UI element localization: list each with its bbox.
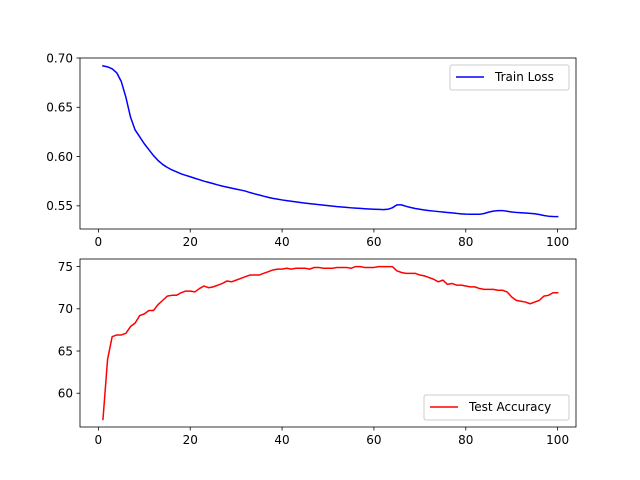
train-loss-axes-frame — [79, 57, 577, 230]
test-accuracy-ticks: 0 20 40 60 80 100 60 65 70 75 — [58, 260, 569, 447]
train-loss-axes: 0 20 40 60 80 100 0.55 0.60 0.65 0.70 Train Loss — [46, 51, 577, 249]
train-loss-y-tick-label: 0.65 — [46, 101, 73, 115]
train-loss-x-tick-label: 40 — [274, 235, 289, 249]
train-loss-x-tick-label: 100 — [546, 235, 569, 249]
test-accuracy-legend-label: Test Accuracy — [468, 400, 551, 414]
test-accuracy-legend: Test Accuracy — [423, 394, 570, 421]
train-loss-x-tick-label: 60 — [366, 235, 381, 249]
test-accuracy-series-line — [102, 265, 559, 421]
train-loss-y-tick-label: 0.70 — [46, 51, 73, 65]
train-loss-ticks: 0 20 40 60 80 100 0.55 0.60 0.65 0.70 — [46, 51, 569, 249]
test-accuracy-axes: 0 20 40 60 80 100 60 65 70 75 Test Accuracy — [58, 258, 577, 447]
test-accuracy-x-tick-label: 80 — [458, 433, 473, 447]
train-loss-x-tick-label: 80 — [458, 235, 473, 249]
train-loss-y-tick-label: 0.60 — [46, 150, 73, 164]
train-loss-legend: Train Loss — [449, 64, 570, 91]
test-accuracy-y-tick-label: 65 — [58, 344, 73, 358]
test-accuracy-plot-area — [102, 265, 559, 421]
train-loss-legend-box — [449, 64, 570, 91]
test-accuracy-x-tick-label: 0 — [95, 433, 103, 447]
train-loss-x-tick-label: 0 — [95, 235, 103, 249]
train-loss-legend-label: Train Loss — [494, 70, 554, 84]
test-accuracy-axes-frame — [79, 258, 577, 428]
test-accuracy-y-tick-label: 60 — [58, 387, 73, 401]
train-loss-series-line — [102, 64, 559, 218]
test-accuracy-y-tick-label: 70 — [58, 302, 73, 316]
test-accuracy-x-tick-label: 100 — [546, 433, 569, 447]
test-accuracy-x-tick-label: 40 — [274, 433, 289, 447]
test-accuracy-x-tick-label: 60 — [366, 433, 381, 447]
test-accuracy-legend-box — [423, 394, 570, 421]
train-loss-x-tick-label: 20 — [183, 235, 198, 249]
train-loss-plot-area — [102, 64, 559, 218]
test-accuracy-x-tick-label: 20 — [183, 433, 198, 447]
test-accuracy-y-tick-label: 75 — [58, 260, 73, 274]
train-loss-y-tick-label: 0.55 — [46, 199, 73, 213]
